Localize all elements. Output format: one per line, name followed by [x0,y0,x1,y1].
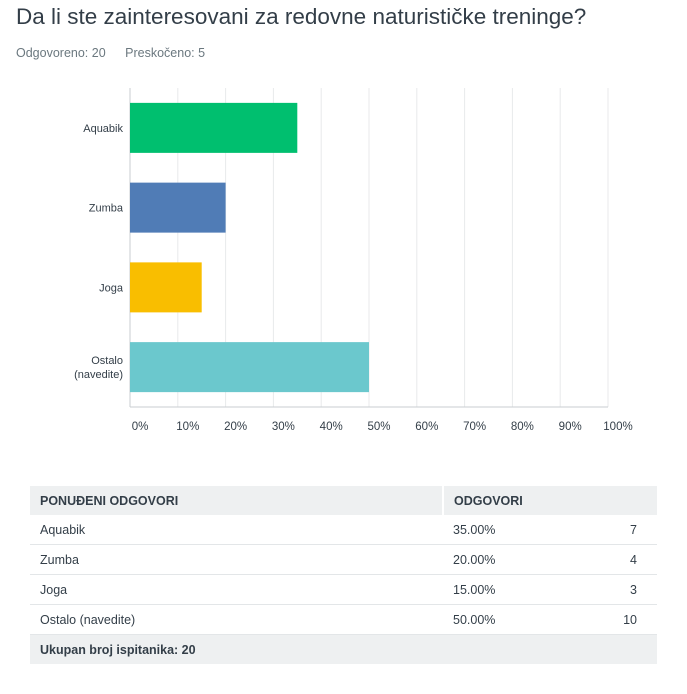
x-tick-label: 70% [463,421,486,433]
table-row: Ostalo (navedite) 50.00% 10 [30,604,657,635]
x-tick-label: 10% [176,421,199,433]
x-tick-label: 30% [272,421,295,433]
category-label: Zumba [89,203,124,215]
x-tick-label: 50% [367,421,390,433]
category-label: Ostalo (navedite) [74,355,123,381]
page-title: Da li ste zainteresovani za redovne natu… [16,4,587,29]
skipped-count: Preskočeno: 5 [125,46,206,60]
header-answers: ODGOVORI [443,486,657,515]
table-row: Aquabik 35.00% 7 [30,515,657,545]
row-percent: 50.00% [443,604,587,635]
x-tick-label: 60% [415,421,438,433]
row-percent: 20.00% [443,544,587,575]
row-label: Zumba [30,544,443,575]
row-label: Joga [30,574,443,605]
x-tick-label: 80% [511,421,534,433]
table-header-row: PONUĐENI ODGOVORI ODGOVORI [30,486,657,515]
response-stats: Odgovoreno: 20 Preskočeno: 5 [16,46,221,60]
row-percent: 35.00% [443,515,587,545]
row-count: 4 [587,544,657,575]
category-label: Aquabik [83,123,123,135]
x-tick-label: 40% [320,421,343,433]
header-options: PONUĐENI ODGOVORI [30,486,444,515]
table-row: Zumba 20.00% 4 [30,544,657,575]
row-percent: 15.00% [443,574,587,605]
row-count: 3 [587,574,657,605]
category-label: Joga [99,282,124,294]
bar-zumba [130,182,226,233]
x-tick-label: 0% [132,421,149,433]
bar-ostalo [130,342,369,393]
bar-chart: 0% 10% 20% 30% 40% 50% 60% 70% 80% 90% 100% Aquabik… [74,88,633,433]
x-tick-label: 20% [224,421,247,433]
table-row: Joga 15.00% 3 [30,574,657,605]
answered-count: Odgovoreno: 20 [16,46,106,60]
row-label: Ostalo (navedite) [30,604,443,635]
bar-joga [130,262,202,313]
x-tick-label: 100% [603,421,632,433]
row-count: 10 [587,604,657,635]
row-label: Aquabik [30,515,443,545]
x-tick-label: 90% [559,421,582,433]
bar-aquabik [130,102,298,153]
results-table: PONUĐENI ODGOVORI ODGOVORI Aquabik 35.00… [30,486,657,664]
row-count: 7 [587,515,657,545]
total-row: Ukupan broj ispitanika: 20 [30,634,657,664]
total-respondents: Ukupan broj ispitanika: 20 [30,634,657,664]
